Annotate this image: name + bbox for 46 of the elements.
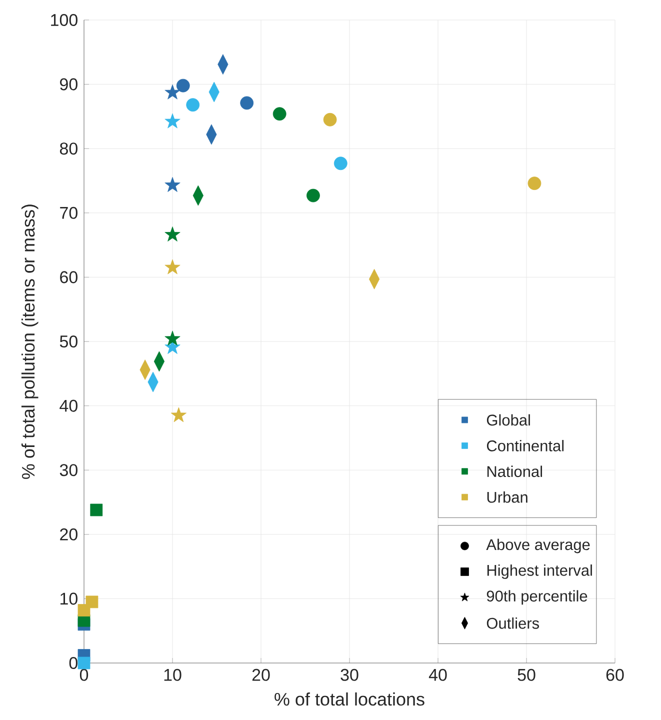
x-tick-label: 20 bbox=[252, 668, 270, 681]
point bbox=[176, 78, 190, 92]
y-axis-title: % of total pollution (items or mass) bbox=[21, 204, 38, 479]
y-tick-label: 50 bbox=[60, 335, 78, 348]
point bbox=[528, 176, 542, 190]
x-tick-label: 30 bbox=[340, 668, 358, 681]
point bbox=[78, 656, 90, 670]
y-tick-label: 0 bbox=[69, 656, 78, 670]
legend-label: Outliers bbox=[486, 617, 540, 629]
point bbox=[164, 84, 180, 100]
legend-label: Global bbox=[486, 414, 530, 426]
y-tick-label: 90 bbox=[60, 78, 78, 90]
legend-label: Highest interval bbox=[487, 564, 592, 579]
y-tick-label: 10 bbox=[60, 592, 78, 605]
y-tick-label: 40 bbox=[60, 400, 78, 412]
y-tick-label: 20 bbox=[60, 528, 78, 540]
point bbox=[164, 226, 180, 242]
point bbox=[90, 504, 103, 516]
point bbox=[272, 107, 286, 121]
y-tick-label: 70 bbox=[60, 206, 78, 219]
legend-label: Urban bbox=[487, 491, 528, 503]
point bbox=[170, 407, 187, 422]
x-axis-title: % of total locations bbox=[274, 692, 424, 706]
point bbox=[164, 330, 180, 346]
point bbox=[78, 604, 90, 616]
legend-label: Above average bbox=[486, 538, 590, 554]
y-tick-label: 60 bbox=[60, 271, 78, 284]
x-tick-label: 10 bbox=[164, 668, 182, 681]
legend-label: 90th percentile bbox=[486, 590, 588, 605]
y-tick-label: 100 bbox=[51, 14, 78, 26]
point bbox=[164, 259, 180, 274]
x-tick-label: 40 bbox=[428, 668, 447, 681]
legend-label: National bbox=[487, 466, 542, 478]
x-tick-label: 50 bbox=[518, 668, 536, 681]
y-tick-label: 80 bbox=[60, 142, 78, 155]
point bbox=[164, 177, 180, 192]
point bbox=[306, 188, 320, 202]
point bbox=[186, 98, 200, 112]
x-tick-label: 0 bbox=[80, 668, 88, 681]
point bbox=[323, 112, 337, 126]
y-tick-label: 30 bbox=[60, 464, 78, 476]
point bbox=[164, 113, 180, 128]
point bbox=[240, 96, 254, 110]
x-tick-label: 60 bbox=[606, 668, 624, 681]
point bbox=[334, 156, 348, 170]
legend-label: Continental bbox=[486, 440, 564, 452]
